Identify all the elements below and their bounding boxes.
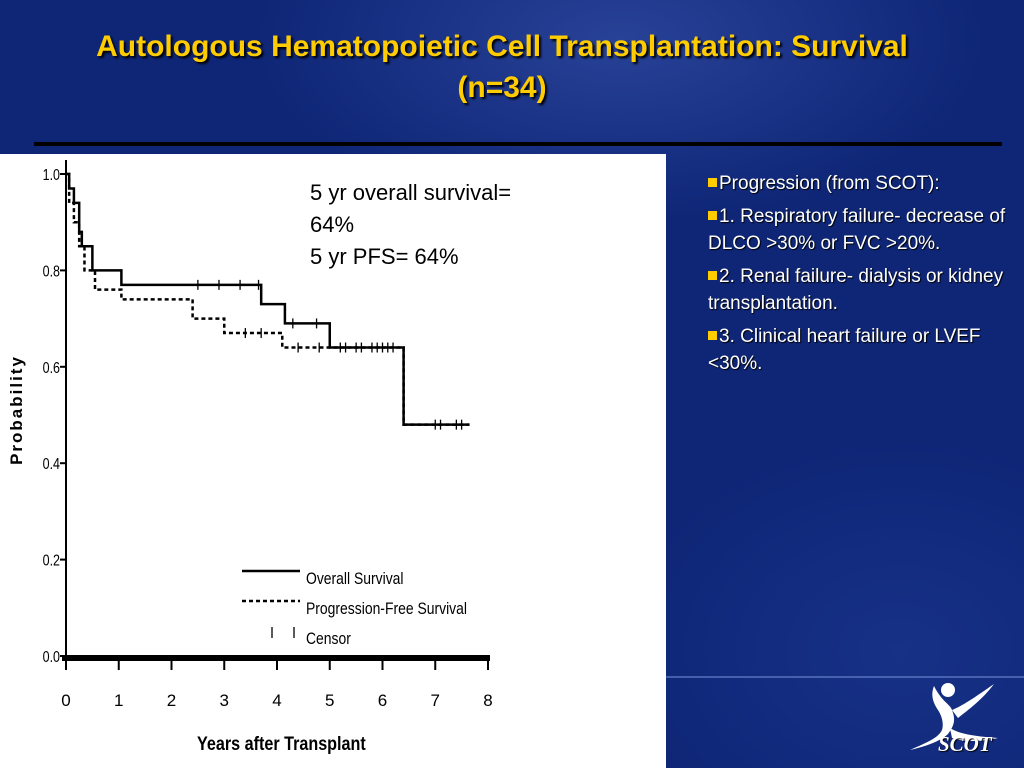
x-tick-label: 3 xyxy=(220,691,229,710)
legend-label: Overall Survival xyxy=(306,570,404,589)
bullet-text: 2. Renal failure- dialysis or kidney tra… xyxy=(708,266,1004,314)
y-tick-label: 1.0 xyxy=(43,167,60,185)
survival-annotation: 5 yr overall survival= 64% 5 yr PFS= 64% xyxy=(310,177,630,273)
annotation-line-1: 5 yr overall survival= xyxy=(310,180,512,205)
bullet-item: 2. Renal failure- dialysis or kidney tra… xyxy=(708,263,1008,317)
bullet-item: 1. Respiratory failure- decrease of DLCO… xyxy=(708,203,1008,257)
x-tick-label: 8 xyxy=(483,691,492,710)
y-tick-label: 0.0 xyxy=(43,649,60,667)
x-tick-label: 6 xyxy=(378,691,387,710)
annotation-line-2: 64% xyxy=(310,212,355,237)
survival-chart: 0.0 0.2 0.4 0.6 0.8 1.0 0 1 2 3 4 5 6 7 8 Overall Survi… xyxy=(43,160,493,710)
bullet-list: Progression (from SCOT): 1. Respiratory … xyxy=(708,170,1008,383)
bullet-square-icon xyxy=(708,271,717,280)
bullet-item: Progression (from SCOT): xyxy=(708,170,1008,197)
legend-label: Censor xyxy=(306,630,351,649)
logo-text: SCOT xyxy=(938,732,992,756)
footer-divider xyxy=(666,676,1024,678)
bullet-square-icon xyxy=(708,178,717,187)
overall-survival-curve xyxy=(66,172,470,426)
annotation-line-3: 5 yr PFS= 64% xyxy=(310,244,459,269)
y-axis-title: Probability xyxy=(7,355,26,465)
y-tick-label: 0.6 xyxy=(43,359,60,377)
bullet-item: 3. Clinical heart failure or LVEF <30%. xyxy=(708,323,1008,377)
bullet-text: Progression (from SCOT): xyxy=(719,173,940,194)
chart-panel xyxy=(0,154,666,768)
x-tick-label: 1 xyxy=(114,691,123,710)
person-figure-icon xyxy=(910,683,998,750)
title-line-1: Autologous Hematopoietic Cell Transplant… xyxy=(96,30,908,63)
pfs-curve xyxy=(66,172,470,426)
title-line-2: (n=34) xyxy=(457,71,547,104)
page-title: Autologous Hematopoietic Cell Transplant… xyxy=(20,26,984,108)
bullet-square-icon xyxy=(708,211,717,220)
bullet-square-icon xyxy=(708,331,717,340)
x-tick-label: 4 xyxy=(272,691,281,710)
bullet-text: 1. Respiratory failure- decrease of DLCO… xyxy=(708,206,1006,254)
title-divider xyxy=(34,142,1002,146)
bullet-text: 3. Clinical heart failure or LVEF <30%. xyxy=(708,326,981,374)
y-tick-label: 0.4 xyxy=(43,456,60,474)
y-tick-label: 0.2 xyxy=(43,552,60,570)
y-tick-label: 0.8 xyxy=(43,263,60,281)
x-tick-label: 0 xyxy=(61,691,70,710)
x-tick-label: 5 xyxy=(325,691,334,710)
legend-label: Progression-Free Survival xyxy=(306,600,467,619)
x-tick-label: 7 xyxy=(431,691,440,710)
x-tick-label: 2 xyxy=(167,691,176,710)
x-axis-title: Years after Transplant xyxy=(197,734,366,755)
